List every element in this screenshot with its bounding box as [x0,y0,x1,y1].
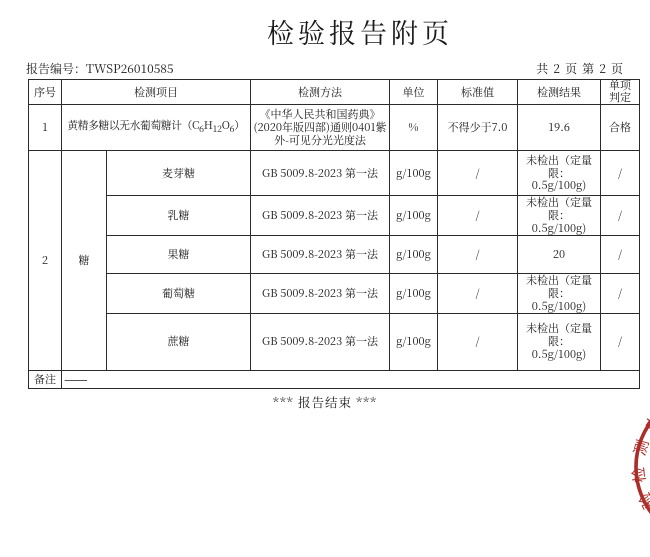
svg-text:测: 测 [631,437,650,458]
svg-text:检: 检 [631,466,650,484]
